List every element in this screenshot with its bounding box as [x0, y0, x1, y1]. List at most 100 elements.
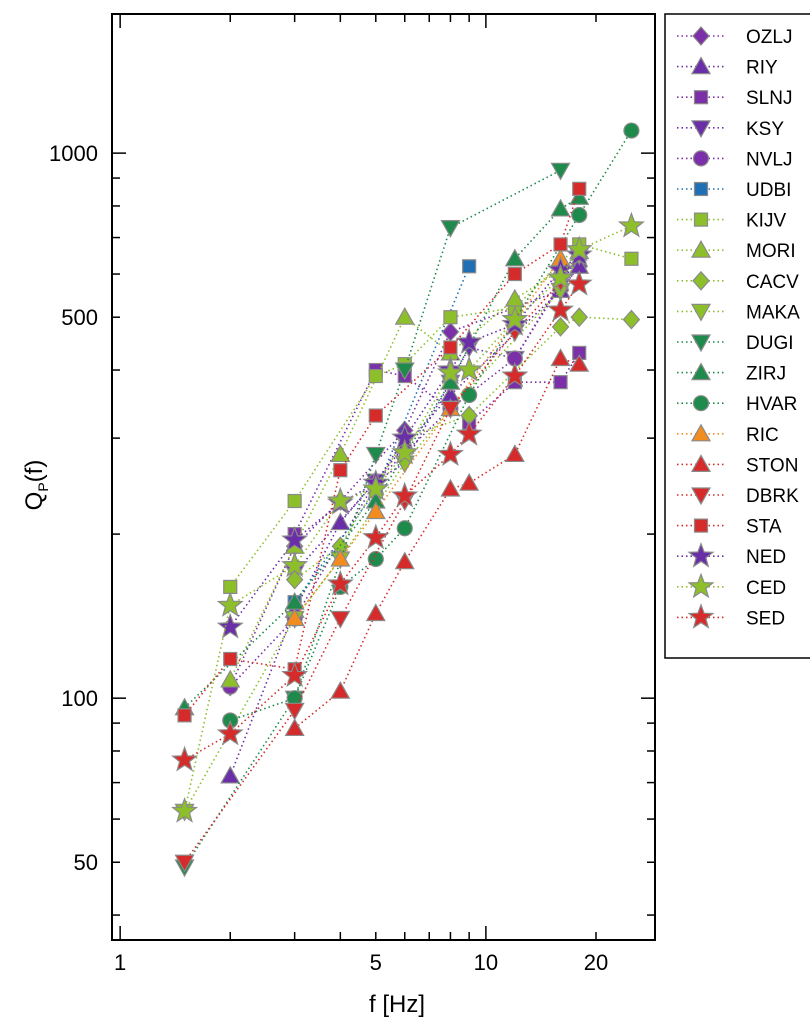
- y-axis-label-subscript: P: [35, 482, 51, 491]
- x-tick-label: 5: [370, 950, 382, 975]
- data-point-sta: [573, 182, 586, 195]
- legend-label-ksy: KSY: [746, 119, 784, 140]
- legend-marker-slnj: [695, 91, 708, 104]
- data-point-kijv: [369, 370, 382, 383]
- data-point-sed: [364, 525, 388, 548]
- legend-label-ston: STON: [746, 455, 798, 476]
- data-point-sta: [334, 464, 347, 477]
- data-point-sta: [178, 709, 191, 722]
- data-point-ston: [367, 605, 385, 621]
- y-tick-label: 50: [74, 850, 98, 875]
- legend-label-dbrk: DBRK: [746, 486, 799, 507]
- legend-label-nvlj: NVLJ: [746, 149, 792, 170]
- y-axis-label-main: Q: [21, 492, 48, 511]
- data-point-zirj: [506, 250, 524, 266]
- y-tick-label: 500: [61, 305, 98, 330]
- series-sed: [173, 272, 591, 770]
- axes: 1 5 10 20 50 100 500 1000: [49, 14, 655, 975]
- data-point-ced: [620, 214, 644, 237]
- data-point-ozlj: [442, 323, 458, 341]
- x-tick-label: 20: [584, 950, 608, 975]
- data-point-ston: [441, 480, 459, 496]
- data-point-ston: [506, 445, 524, 461]
- y-tick-label: 1000: [49, 141, 98, 166]
- data-point-kijv: [625, 252, 638, 265]
- data-point-sed: [218, 721, 242, 744]
- legend-label-cacv: CACV: [746, 272, 799, 293]
- legend-marker-sta: [695, 519, 708, 532]
- legend-marker-udbi: [695, 183, 708, 196]
- data-point-hvar: [572, 207, 587, 222]
- data-point-ston: [286, 719, 304, 735]
- series-line-ozlj: [230, 266, 579, 686]
- data-point-kijv: [288, 495, 301, 508]
- legend-label-kijv: KIJV: [746, 211, 786, 232]
- data-point-hvar: [624, 123, 639, 138]
- data-point-hvar: [397, 521, 412, 536]
- data-point-ston: [396, 553, 414, 569]
- data-point-ned: [218, 615, 242, 638]
- x-tick-label: 1: [114, 950, 126, 975]
- data-point-dbrk: [286, 703, 304, 719]
- data-point-sed: [549, 298, 573, 321]
- legend-label-udbi: UDBI: [746, 180, 791, 201]
- legend-label-sta: STA: [746, 517, 782, 538]
- data-point-udbi: [463, 260, 476, 273]
- data-point-dugi: [367, 447, 385, 463]
- legend: OZLJ RIY SLNJ KSY NVLJ UDBI KIJV MORI CACV MAKA DU…: [665, 14, 810, 658]
- series-line-hvar: [230, 131, 631, 721]
- data-point-sta: [224, 652, 237, 665]
- legend-marker-kijv: [695, 213, 708, 226]
- data-point-ston: [331, 682, 349, 698]
- data-point-dugi: [441, 221, 459, 237]
- x-axis-label: f [Hz]: [369, 991, 425, 1017]
- plot-area: [173, 123, 644, 876]
- data-point-slnj: [554, 376, 567, 389]
- data-point-sta: [508, 268, 521, 281]
- data-point-cacv: [623, 311, 639, 329]
- data-point-ced: [218, 593, 242, 616]
- data-point-sed: [457, 422, 481, 445]
- data-point-ston: [552, 349, 570, 365]
- legend-label-zirj: ZIRJ: [746, 364, 786, 385]
- data-point-sed: [173, 748, 197, 771]
- y-axis-label-tail: (f): [21, 460, 48, 483]
- data-point-mori: [396, 308, 414, 324]
- x-tick-label: 10: [474, 950, 498, 975]
- series-ced: [173, 214, 644, 822]
- legend-marker-nvlj: [694, 151, 709, 166]
- series-ric: [286, 250, 570, 626]
- data-point-cacv: [571, 308, 587, 326]
- data-point-ston: [460, 474, 478, 490]
- series-riy: [221, 257, 588, 783]
- legend-label-ned: NED: [746, 547, 786, 568]
- y-axis-label: QP(f): [21, 460, 51, 511]
- data-point-dugi: [552, 163, 570, 179]
- legend-label-slnj: SLNJ: [746, 88, 792, 109]
- legend-label-ric: RIC: [746, 425, 779, 446]
- legend-label-maka: MAKA: [746, 302, 800, 323]
- data-point-sed: [283, 663, 307, 686]
- data-point-sta: [369, 409, 382, 422]
- data-point-sta: [554, 238, 567, 251]
- data-point-mori: [331, 445, 349, 461]
- legend-label-dugi: DUGI: [746, 333, 794, 354]
- data-point-kijv: [444, 311, 457, 324]
- series-line-ksy: [295, 255, 580, 572]
- data-point-zirj: [552, 200, 570, 216]
- legend-label-mori: MORI: [746, 241, 796, 262]
- legend-label-sed: SED: [746, 608, 785, 629]
- legend-label-ced: CED: [746, 578, 786, 599]
- legend-label-ozlj: OZLJ: [746, 27, 792, 48]
- legend-label-hvar: HVAR: [746, 394, 797, 415]
- series-ksy: [286, 248, 589, 581]
- data-point-sta: [444, 341, 457, 354]
- data-point-riy: [221, 767, 239, 783]
- series-hvar: [223, 123, 639, 728]
- legend-label-riy: RIY: [746, 58, 778, 79]
- legend-marker-hvar: [694, 396, 709, 411]
- data-point-dbrk: [331, 612, 349, 628]
- data-point-mori: [506, 290, 524, 306]
- y-tick-label: 100: [61, 686, 98, 711]
